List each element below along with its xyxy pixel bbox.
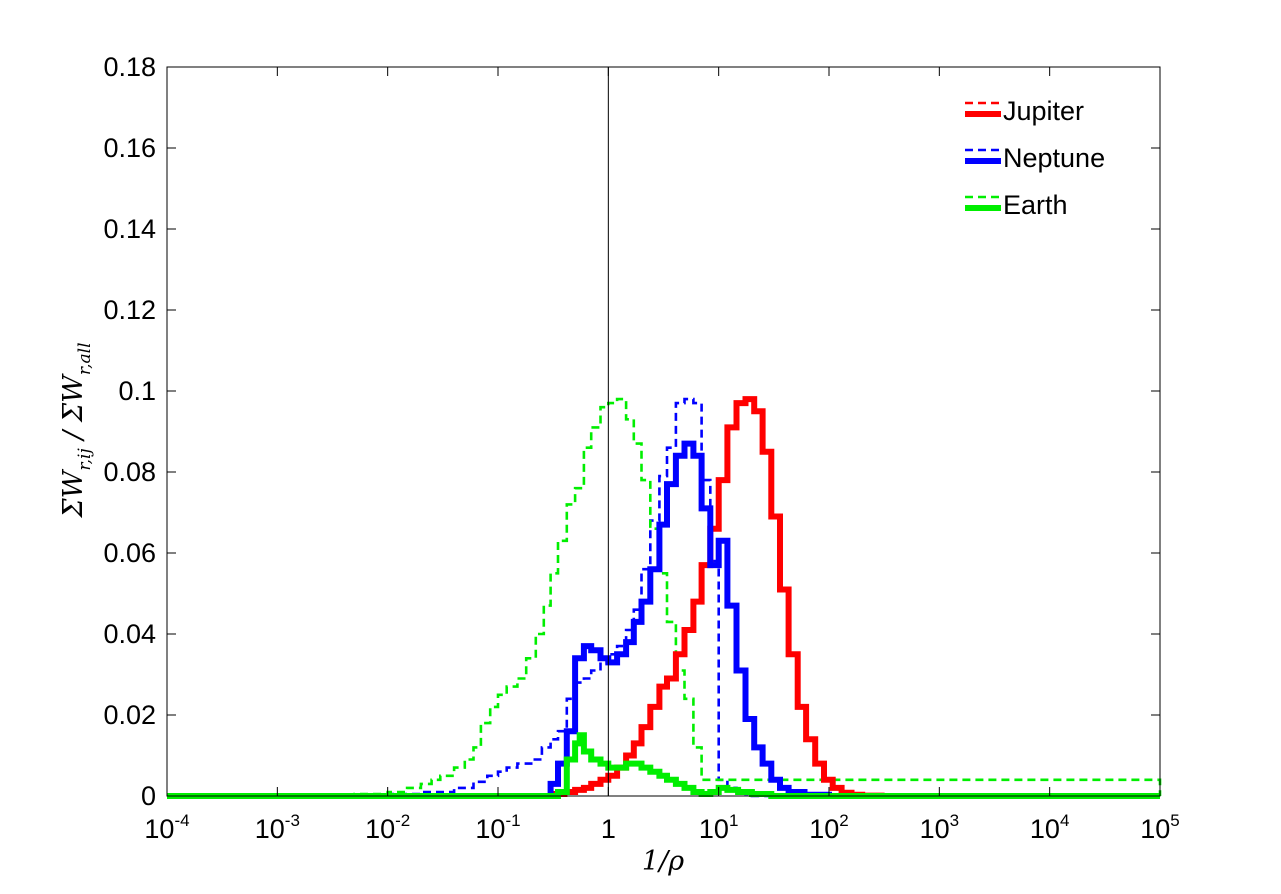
y-tick-label: 0.06 — [103, 538, 156, 568]
y-label-separator: / — [58, 422, 89, 448]
y-tick-label: 0.18 — [103, 52, 156, 82]
series-earth-solid — [167, 732, 1160, 799]
legend-label-earth: Earth — [1003, 190, 1068, 220]
y-label-den-sub: r,all — [75, 343, 95, 376]
plot-area — [167, 67, 1160, 796]
x-tick-label: 102 — [809, 811, 849, 844]
series-jupiter-solid — [550, 396, 1160, 799]
y-axis-label: ΣWr,ij / ΣWr,all — [58, 343, 95, 519]
x-tick-label: 101 — [699, 811, 739, 844]
x-tick-label: 10-4 — [144, 811, 189, 844]
svg-text:ΣWr,ij / ΣWr,all: ΣWr,ij / ΣWr,all — [58, 343, 95, 519]
x-tick-label: 10-1 — [475, 811, 520, 844]
y-tick-label: 0.08 — [103, 457, 156, 487]
x-tick-label: 10-2 — [365, 811, 410, 844]
y-tick-label: 0 — [141, 781, 156, 811]
legend-label-neptune: Neptune — [1003, 143, 1105, 173]
x-axis: 10-4 10-3 10-2 10-1 1 101 102 103 104 105 — [144, 67, 1180, 844]
x-tick-label: 104 — [1030, 811, 1070, 844]
x-tick-label: 103 — [920, 811, 960, 844]
y-tick-label: 0.04 — [103, 619, 156, 649]
y-label-den-base: ΣW — [58, 373, 89, 423]
series-earth-dashed — [167, 397, 1162, 798]
y-tick-label: 0.1 — [118, 376, 156, 406]
plot-frame — [166, 66, 1161, 797]
y-label-num-sub: r,ij — [75, 448, 95, 471]
x-tick-label: 1 — [601, 814, 616, 844]
y-axis: 0 0.02 0.04 0.06 0.08 0.1 0.12 0.14 0.16 0.18 — [103, 52, 1160, 811]
x-tick-label: 10-3 — [255, 811, 300, 844]
legend-label-jupiter: Jupiter — [1003, 96, 1084, 126]
x-tick-label: 105 — [1140, 811, 1180, 844]
y-tick-label: 0.12 — [103, 295, 156, 325]
y-tick-label: 0.16 — [103, 133, 156, 163]
series-neptune-solid — [167, 440, 1160, 799]
y-tick-label: 0.14 — [103, 214, 156, 244]
x-axis-label: 1/ρ — [642, 846, 684, 877]
y-tick-label: 0.02 — [103, 700, 156, 730]
y-label-num-base: ΣW — [58, 468, 89, 518]
legend: Jupiter Neptune Earth — [965, 96, 1105, 220]
